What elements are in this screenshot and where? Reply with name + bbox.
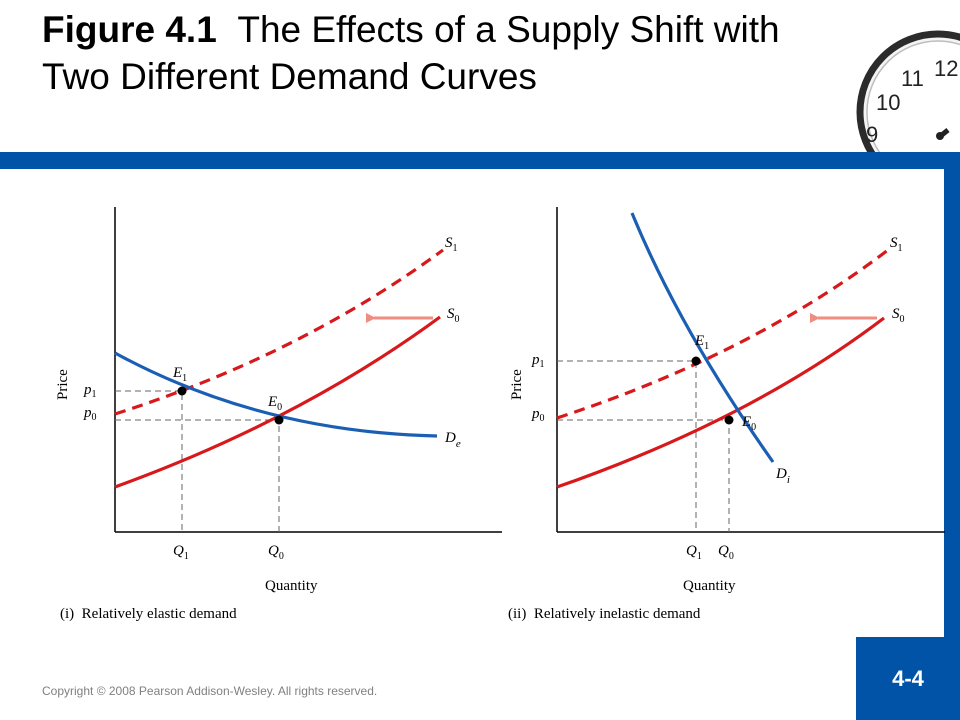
copyright-text: Copyright © 2008 Pearson Addison-Wesley.… bbox=[42, 684, 378, 698]
curve-label-s0: S0 bbox=[447, 306, 460, 325]
page-number: 4-4 bbox=[856, 637, 960, 720]
svg-text:12: 12 bbox=[934, 56, 958, 81]
guide-p1 bbox=[115, 390, 183, 532]
supply-curve-s0 bbox=[114, 315, 441, 489]
equilibrium-e0 bbox=[724, 415, 734, 425]
demand-curve-de bbox=[114, 351, 438, 438]
supply-curve-s1 bbox=[556, 248, 889, 420]
x-axis-label: Quantity bbox=[265, 578, 318, 594]
figure-title-text: The Effects of a Supply Shift with Two D… bbox=[42, 9, 780, 97]
equilibrium-label-e0: E0 bbox=[267, 394, 282, 413]
panel-inelastic: Price p1 p0 Q1 Q0 E1 E0 S1 S0 Di Quantit… bbox=[508, 207, 945, 622]
equilibrium-e1 bbox=[691, 356, 701, 366]
curve-label-s1: S1 bbox=[890, 235, 903, 254]
curve-label-de: De bbox=[444, 430, 461, 450]
right-edge-band bbox=[944, 152, 960, 642]
equilibrium-e0 bbox=[274, 415, 284, 425]
slide-title: Figure 4.1 The Effects of a Supply Shift… bbox=[42, 6, 802, 100]
guide-p0 bbox=[557, 419, 730, 532]
price-label-p1: p1 bbox=[83, 382, 97, 400]
supply-curve-s0 bbox=[556, 316, 885, 489]
clock-icon: 12 11 10 9 bbox=[830, 30, 960, 154]
panel-caption: (ii) Relatively inelastic demand bbox=[508, 606, 701, 622]
quantity-label-q0: Q0 bbox=[718, 543, 734, 562]
quantity-label-q1: Q1 bbox=[686, 543, 702, 562]
panel-caption: (i) Relatively elastic demand bbox=[60, 606, 237, 622]
guide-p0 bbox=[115, 419, 280, 532]
quantity-label-q0: Q0 bbox=[268, 543, 284, 562]
supply-curve-s1 bbox=[114, 248, 444, 416]
price-label-p0: p0 bbox=[531, 406, 545, 424]
curve-label-s1: S1 bbox=[445, 235, 458, 254]
header-band bbox=[0, 152, 960, 169]
curve-label-di: Di bbox=[775, 466, 790, 486]
demand-curve-di bbox=[630, 212, 775, 463]
y-axis-label: Price bbox=[55, 369, 71, 400]
equilibrium-e1 bbox=[177, 386, 187, 396]
figure-label: Figure 4.1 bbox=[42, 9, 217, 50]
quantity-label-q1: Q1 bbox=[173, 543, 189, 562]
svg-text:10: 10 bbox=[876, 90, 900, 115]
price-label-p1: p1 bbox=[531, 352, 545, 370]
equilibrium-label-e1: E1 bbox=[694, 333, 709, 352]
svg-text:9: 9 bbox=[866, 122, 878, 147]
panel-elastic: Price p1 p0 Q1 Q0 E1 E0 S1 S0 De Quantit… bbox=[55, 207, 502, 622]
equilibrium-label-e1: E1 bbox=[172, 365, 187, 384]
svg-text:11: 11 bbox=[901, 66, 924, 91]
equilibrium-label-e0: E0 bbox=[741, 414, 756, 433]
curve-label-s0: S0 bbox=[892, 306, 905, 325]
x-axis-label: Quantity bbox=[683, 578, 736, 594]
price-label-p0: p0 bbox=[83, 405, 97, 423]
y-axis-label: Price bbox=[509, 369, 525, 400]
guide-p1 bbox=[557, 360, 697, 532]
